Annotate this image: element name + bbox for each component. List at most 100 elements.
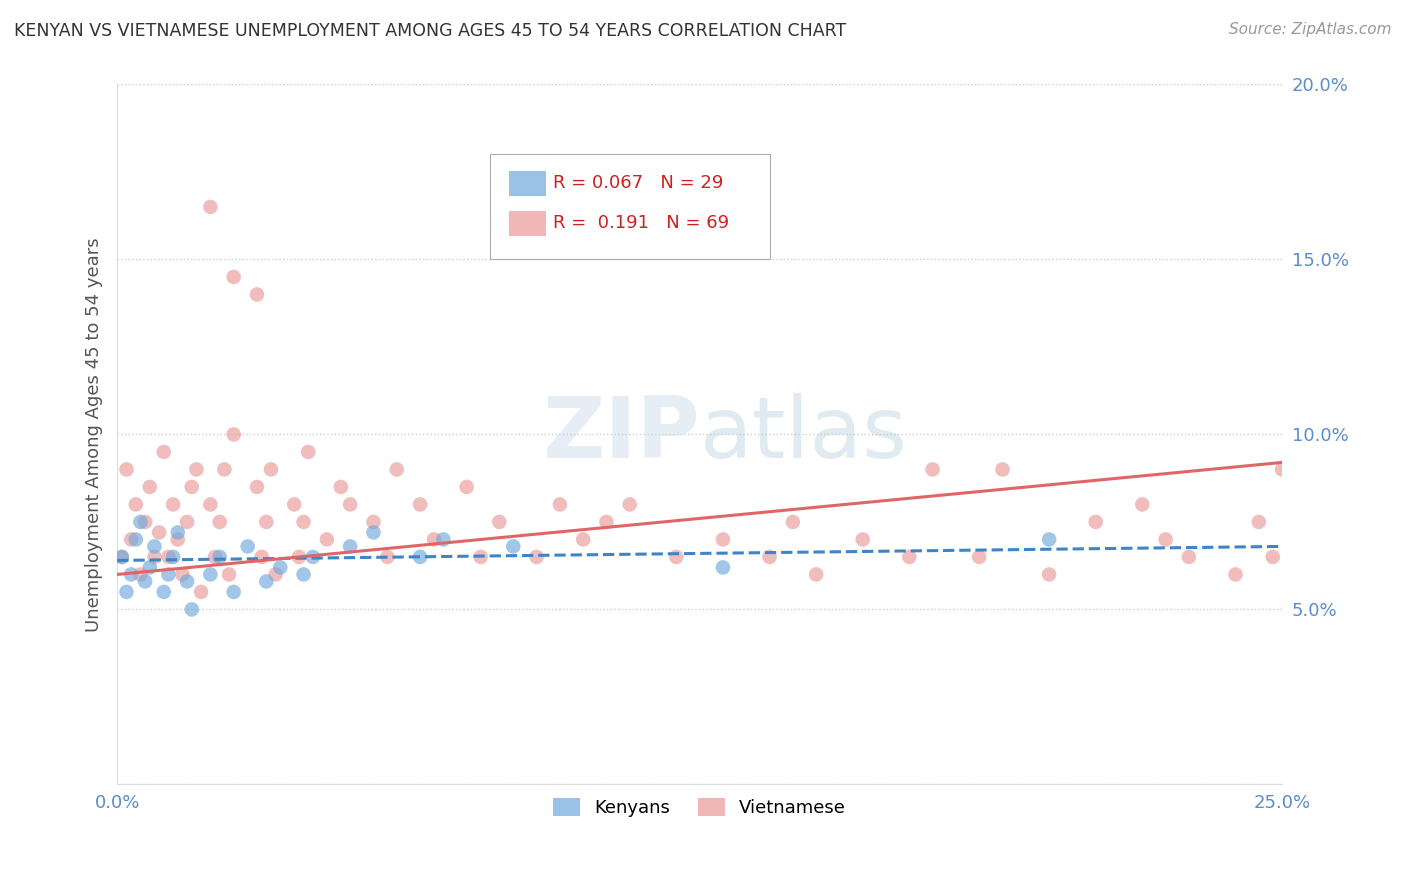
Point: [236, 540, 259, 554]
Point: [208, 549, 231, 564]
Point: [129, 515, 152, 529]
Point: [302, 549, 325, 564]
Point: [292, 567, 315, 582]
Point: [329, 480, 352, 494]
Legend: Kenyans, Vietnamese: Kenyans, Vietnamese: [546, 790, 853, 824]
Point: [1271, 462, 1294, 476]
Point: [143, 549, 166, 564]
Point: [200, 200, 222, 214]
FancyBboxPatch shape: [509, 211, 546, 236]
Point: [222, 269, 245, 284]
Point: [782, 515, 804, 529]
Point: [120, 567, 142, 582]
Point: [222, 427, 245, 442]
Point: [595, 515, 617, 529]
Point: [246, 287, 269, 301]
Point: [120, 533, 142, 547]
Text: atlas: atlas: [700, 393, 908, 476]
Point: [288, 549, 311, 564]
Point: [134, 515, 156, 529]
Point: [264, 567, 287, 582]
Point: [385, 462, 408, 476]
Point: [572, 533, 595, 547]
FancyBboxPatch shape: [489, 154, 769, 260]
Point: [166, 525, 188, 540]
Point: [139, 480, 162, 494]
Point: [297, 445, 319, 459]
Point: [363, 525, 385, 540]
Point: [488, 515, 510, 529]
Point: [711, 560, 734, 574]
Point: [246, 480, 269, 494]
Point: [269, 560, 291, 574]
Point: [502, 540, 524, 554]
Point: [1225, 567, 1247, 582]
Point: [214, 462, 236, 476]
Point: [139, 560, 162, 574]
Point: [1038, 567, 1060, 582]
Text: KENYAN VS VIETNAMESE UNEMPLOYMENT AMONG AGES 45 TO 54 YEARS CORRELATION CHART: KENYAN VS VIETNAMESE UNEMPLOYMENT AMONG …: [14, 22, 846, 40]
Point: [619, 498, 641, 512]
Point: [1130, 498, 1153, 512]
Point: [125, 533, 148, 547]
Point: [180, 480, 202, 494]
Point: [409, 498, 432, 512]
Point: [115, 462, 138, 476]
Point: [176, 515, 198, 529]
Point: [711, 533, 734, 547]
Point: [967, 549, 990, 564]
Point: [852, 533, 875, 547]
Point: [254, 574, 277, 589]
Point: [758, 549, 780, 564]
Point: [283, 498, 305, 512]
Point: [157, 567, 180, 582]
Point: [260, 462, 283, 476]
Text: ZIP: ZIP: [541, 393, 700, 476]
Point: [339, 498, 361, 512]
Point: [254, 515, 277, 529]
Point: [172, 567, 194, 582]
Point: [1084, 515, 1107, 529]
Text: Source: ZipAtlas.com: Source: ZipAtlas.com: [1229, 22, 1392, 37]
Point: [176, 574, 198, 589]
Point: [148, 525, 170, 540]
Point: [218, 567, 240, 582]
Point: [804, 567, 827, 582]
Point: [1178, 549, 1201, 564]
Point: [1154, 533, 1177, 547]
Point: [292, 515, 315, 529]
Point: [162, 549, 184, 564]
Point: [250, 549, 273, 564]
Point: [921, 462, 943, 476]
Point: [186, 462, 208, 476]
Point: [432, 533, 454, 547]
FancyBboxPatch shape: [509, 171, 546, 196]
Point: [409, 549, 432, 564]
Point: [363, 515, 385, 529]
Point: [991, 462, 1014, 476]
Point: [190, 585, 212, 599]
Point: [129, 567, 152, 582]
Point: [526, 549, 548, 564]
Point: [152, 445, 174, 459]
Point: [125, 498, 148, 512]
Point: [200, 498, 222, 512]
Point: [115, 585, 138, 599]
Point: [377, 549, 399, 564]
Point: [470, 549, 492, 564]
Point: [200, 567, 222, 582]
Point: [208, 515, 231, 529]
Point: [111, 549, 134, 564]
Point: [111, 549, 134, 564]
Point: [456, 480, 478, 494]
Point: [548, 498, 571, 512]
Text: R = 0.067   N = 29: R = 0.067 N = 29: [553, 174, 723, 192]
Point: [162, 498, 184, 512]
Point: [423, 533, 446, 547]
Point: [143, 540, 166, 554]
Point: [180, 602, 202, 616]
Point: [1247, 515, 1270, 529]
Point: [339, 540, 361, 554]
Point: [665, 549, 688, 564]
Point: [134, 574, 156, 589]
